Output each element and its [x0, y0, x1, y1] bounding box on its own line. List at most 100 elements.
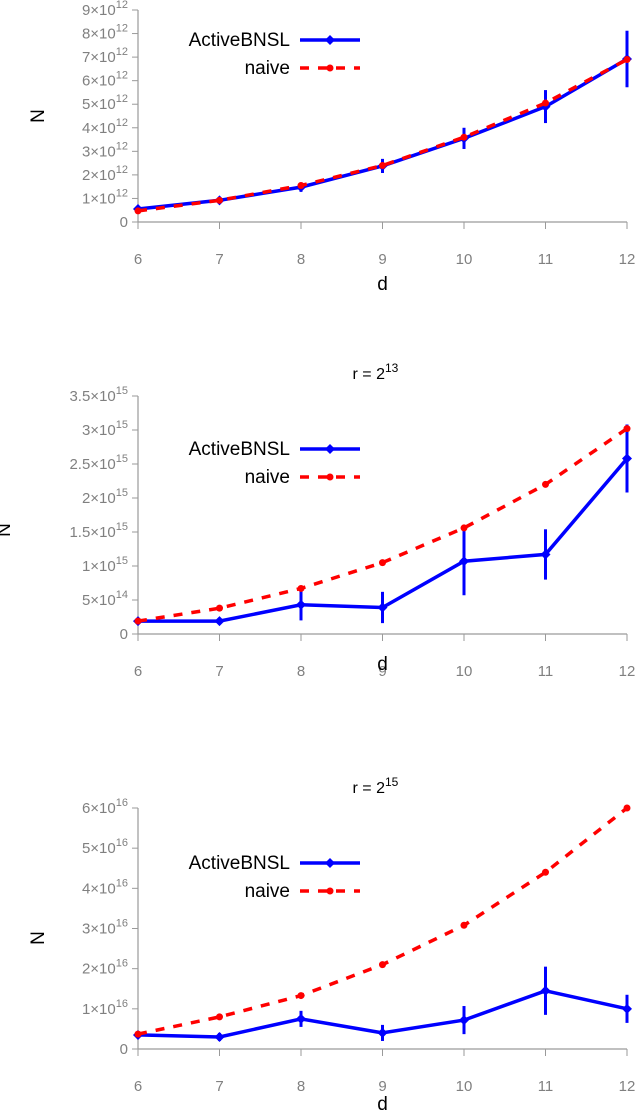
legend-marker [325, 444, 335, 454]
y-tick-mantissa: 1×10 [82, 190, 116, 207]
y-tick-label: 5×1016 [82, 837, 128, 857]
y-tick-exponent: 15 [116, 419, 128, 431]
y-tick-exponent: 12 [116, 0, 128, 11]
y-tick-mantissa: 3.5×10 [69, 388, 115, 405]
data-point [297, 992, 305, 1000]
y-tick-mantissa: 8×10 [82, 26, 116, 43]
y-tick-mantissa: 6×10 [82, 73, 116, 90]
data-point [460, 524, 468, 532]
y-tick-exponent: 16 [116, 837, 128, 849]
y-tick-exponent: 15 [116, 487, 128, 499]
y-axis-label: N [28, 109, 49, 123]
legend-marker [325, 858, 335, 868]
y-tick-label: 3.5×1015 [69, 385, 128, 405]
y-tick-mantissa: 1.5×10 [69, 524, 115, 541]
y-tick-label: 9×1012 [82, 0, 128, 19]
x-axis-label: d [377, 274, 388, 295]
y-tick-exponent: 12 [116, 187, 128, 199]
y-tick-mantissa: 0 [120, 626, 128, 643]
y-axis-label: N [28, 931, 49, 945]
chart-title-exponent: 15 [385, 775, 399, 789]
y-tick-label: 5×1012 [82, 93, 128, 113]
y-tick-mantissa: 4×10 [82, 120, 116, 137]
legend: ActiveBNSL naive [189, 853, 360, 902]
x-tick-label: 6 [134, 251, 142, 268]
data-point [623, 425, 631, 433]
x-tick-label: 7 [215, 1078, 223, 1095]
data-point [214, 616, 225, 627]
series-line [137, 57, 628, 211]
data-point [134, 617, 142, 625]
legend-label: ActiveBNSL [189, 439, 290, 460]
y-tick-label: 5×1014 [82, 589, 128, 609]
data-point [214, 1031, 225, 1042]
y-tick-label: 2.5×1015 [69, 453, 128, 473]
y-tick-label: 0 [120, 214, 128, 231]
series-line [137, 57, 628, 213]
data-point [379, 961, 386, 969]
x-tick-label: 9 [378, 251, 386, 268]
y-tick-mantissa: 3×10 [82, 143, 116, 160]
x-tick-label: 12 [619, 251, 636, 268]
chart-panel-1: 01×10122×10123×10124×10125×10126×10127×1… [28, 0, 635, 295]
data-point [377, 1027, 388, 1038]
legend-marker [326, 473, 334, 481]
data-point [134, 207, 142, 215]
y-tick-mantissa: 5×10 [82, 840, 116, 857]
x-tick-label: 7 [215, 251, 223, 268]
x-tick-label: 10 [456, 1078, 473, 1095]
chart-title-base: r = 2 [353, 780, 386, 797]
chart-title-base: r = 2 [353, 366, 386, 383]
legend-label: naive [245, 467, 290, 488]
y-tick-exponent: 15 [116, 385, 128, 397]
chart-panel-3: r = 21501×10162×10163×10164×10165×10166×… [28, 775, 635, 1115]
data-point [134, 1030, 142, 1038]
y-tick-label: 0 [120, 626, 128, 643]
data-point [379, 161, 386, 169]
chart-title-exponent: 13 [385, 361, 399, 375]
y-tick-exponent: 16 [116, 877, 128, 889]
y-tick-mantissa: 1×10 [82, 558, 116, 575]
y-tick-exponent: 12 [116, 70, 128, 82]
y-tick-exponent: 14 [116, 589, 128, 601]
data-point [542, 480, 549, 488]
legend: ActiveBNSL naive [189, 30, 360, 79]
chart-title: r = 213 [353, 361, 399, 383]
y-tick-exponent: 15 [116, 453, 128, 465]
y-tick-mantissa: 4×10 [82, 880, 116, 897]
series-naive [134, 55, 631, 215]
x-tick-label: 6 [134, 1078, 142, 1095]
series-line [137, 806, 629, 1036]
x-tick-label: 9 [378, 1078, 386, 1095]
y-tick-mantissa: 2×10 [82, 167, 116, 184]
x-tick-label: 11 [538, 663, 554, 680]
legend-label: ActiveBNSL [189, 853, 290, 874]
y-tick-mantissa: 3×10 [82, 422, 116, 439]
data-point [460, 921, 468, 929]
y-tick-label: 1.5×1015 [69, 521, 128, 541]
y-tick-label: 0 [120, 1041, 128, 1058]
y-tick-mantissa: 0 [120, 214, 128, 231]
y-tick-label: 3×1016 [82, 918, 128, 938]
y-tick-label: 1×1015 [82, 555, 128, 575]
data-point [459, 1015, 469, 1026]
legend-label: naive [245, 881, 290, 902]
y-tick-label: 3×1012 [82, 140, 128, 160]
y-tick-label: 7×1012 [82, 46, 128, 66]
data-point [297, 181, 305, 189]
series-activebnsl [133, 30, 632, 215]
data-point [542, 99, 549, 107]
data-point [540, 985, 551, 996]
data-point [216, 196, 223, 204]
y-tick-exponent: 12 [116, 93, 128, 105]
series-activebnsl [133, 966, 632, 1042]
y-tick-label: 6×1012 [82, 70, 128, 90]
y-tick-label: 2×1015 [82, 487, 128, 507]
x-axis-label: d [377, 654, 388, 675]
y-tick-mantissa: 2×10 [82, 490, 116, 507]
series-naive [134, 425, 631, 625]
y-tick-exponent: 16 [116, 918, 128, 930]
x-tick-label: 7 [215, 663, 223, 680]
y-tick-exponent: 12 [116, 23, 128, 35]
